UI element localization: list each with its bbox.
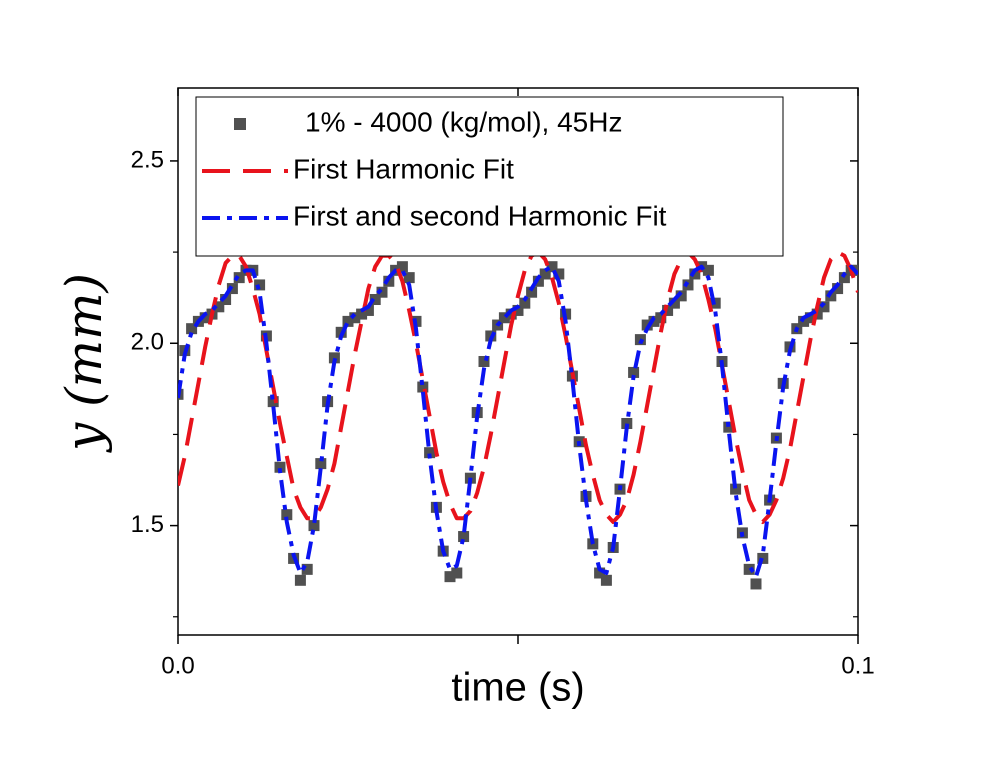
data-point	[451, 567, 463, 579]
data-point	[199, 312, 211, 324]
data-point	[417, 381, 429, 393]
data-point	[505, 308, 517, 320]
y-axis-label: y (mm)	[55, 273, 113, 453]
data-point	[281, 509, 293, 521]
data-point	[546, 261, 558, 273]
fit-line	[178, 264, 858, 579]
data-point	[498, 312, 510, 324]
plot-area	[178, 250, 858, 590]
data-point	[621, 417, 633, 429]
data-point	[274, 461, 286, 473]
data-point	[362, 304, 374, 316]
data-point	[655, 312, 667, 324]
data-point	[349, 312, 361, 324]
legend-label: 1% - 4000 (kg/mol), 45Hz	[305, 106, 622, 137]
data-point	[804, 312, 816, 324]
data-point	[750, 578, 762, 590]
data-point	[308, 520, 320, 532]
data-point	[178, 388, 184, 400]
data-point	[396, 261, 408, 273]
data-point	[424, 447, 436, 459]
data-point	[328, 352, 340, 364]
data-point	[403, 272, 415, 284]
data-point	[267, 396, 279, 408]
data-point	[594, 567, 606, 579]
y-tick-label: 2.0	[131, 329, 164, 356]
data-point	[730, 483, 742, 495]
data-point	[342, 315, 354, 327]
data-point	[315, 458, 327, 470]
data-point	[553, 268, 565, 280]
data-point	[220, 294, 232, 306]
legend-box	[195, 96, 784, 257]
legend-label: First Harmonic Fit	[293, 153, 514, 184]
fit-line	[178, 250, 858, 524]
data-point	[213, 301, 225, 313]
data-point	[376, 286, 388, 298]
data-point	[301, 563, 313, 575]
data-point	[818, 301, 830, 313]
data-point	[539, 268, 551, 280]
data-point	[675, 290, 687, 302]
data-point	[668, 297, 680, 309]
legend-marker	[234, 118, 246, 130]
data-point	[254, 279, 266, 291]
data-point	[526, 286, 538, 298]
legend-label: First and second Harmonic Fit	[293, 200, 667, 231]
y-tick-label: 2.5	[131, 146, 164, 173]
data-point	[519, 297, 531, 309]
data-point	[356, 308, 368, 320]
data-point	[294, 574, 306, 586]
data-point	[478, 356, 490, 367]
data-point	[628, 366, 640, 378]
y-tick-label: 1.5	[131, 511, 164, 538]
data-point	[186, 323, 198, 335]
data-point	[832, 283, 844, 295]
data-point	[458, 531, 470, 543]
data-point	[662, 304, 674, 316]
x-axis-label: time (s)	[451, 666, 584, 710]
data-point	[600, 574, 612, 586]
x-tick-label: 0.1	[841, 652, 874, 679]
data-point	[444, 571, 456, 583]
data-point	[723, 421, 735, 433]
data-point	[369, 294, 381, 306]
x-tick-label: 0.0	[161, 652, 194, 679]
data-point	[512, 304, 524, 316]
data-point	[702, 264, 714, 276]
